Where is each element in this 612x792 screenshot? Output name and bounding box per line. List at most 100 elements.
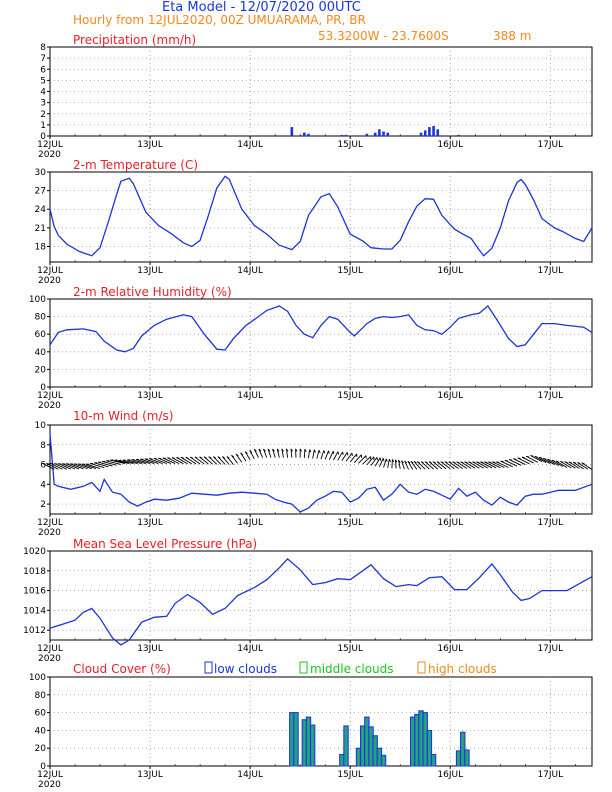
wind-barb	[383, 458, 387, 468]
wind-barb-head	[424, 461, 428, 464]
wind-barb	[78, 463, 92, 470]
panel-title-humidity: 2-m Relative Humidity (%)	[73, 285, 232, 299]
cloud-ytick-label: 80	[35, 691, 47, 701]
wind-barb	[349, 453, 358, 463]
wind-barb-head	[398, 459, 401, 463]
precip-bar	[340, 134, 344, 136]
wind-barb-head	[337, 451, 340, 455]
wind-day-label: 17JUL	[537, 518, 563, 528]
wind-barb-head	[504, 459, 508, 462]
wind-barb	[401, 460, 405, 470]
humidity-day-label: 15JUL	[337, 391, 363, 401]
wind-barb-head	[318, 449, 321, 454]
wind-barb	[525, 455, 539, 463]
wind-barb-head	[452, 461, 456, 464]
precipitation-ytick-label: 6	[40, 65, 46, 75]
wind-barb-head	[436, 461, 440, 464]
wind-barb	[404, 460, 409, 470]
wind-barb	[263, 448, 268, 458]
wind-barb-head	[263, 448, 266, 452]
wind-barb	[476, 461, 488, 469]
wind-barb	[328, 450, 334, 460]
wind-barb	[378, 458, 384, 468]
humidity-year-label: 2020	[38, 401, 61, 411]
wind-barb-head	[313, 449, 316, 453]
wind-barb-head	[488, 461, 492, 463]
humidity-ytick-label: 100	[29, 295, 46, 305]
wind-barb	[272, 448, 276, 458]
precip-bar	[307, 133, 310, 136]
wind-barb	[391, 459, 393, 469]
wind-barb-head	[581, 462, 585, 465]
wind-barb-head	[564, 461, 568, 464]
panel-title-pressure: Mean Sea Level Pressure (hPa)	[73, 537, 257, 551]
wind-barb-head	[492, 461, 496, 463]
wind-barb	[110, 459, 126, 465]
cloud-day-label: 17JUL	[537, 770, 563, 780]
cloud-day-label: 12JUL	[37, 770, 63, 780]
temperature-series-line	[49, 175, 593, 257]
wind-barb-head	[547, 458, 551, 461]
humidity-ytick-label: 40	[35, 348, 47, 358]
wind-barb-head	[521, 456, 525, 459]
pressure-day-label: 14JUL	[237, 644, 263, 654]
precipitation-day-label: 17JUL	[537, 140, 563, 150]
wind-barb-head	[395, 459, 398, 463]
wind-barb	[358, 455, 367, 464]
wind-barb	[472, 461, 484, 469]
header-elevation: 388 m	[493, 29, 531, 43]
precip-bar	[457, 134, 460, 136]
precipitation-ytick-label: 2	[40, 110, 46, 120]
wind-barb	[484, 461, 497, 469]
wind-barb-head	[500, 460, 504, 463]
wind-barb	[153, 457, 167, 464]
wind-barb	[496, 461, 509, 468]
wind-barb-head	[464, 461, 468, 464]
wind-barb	[140, 458, 155, 464]
wind-barb-head	[258, 448, 262, 452]
wind-barb	[54, 463, 67, 470]
wind-barb-head	[472, 461, 476, 464]
pressure-series-line	[49, 557, 593, 646]
pressure-year-label: 2020	[38, 654, 61, 664]
wind-barb-head	[332, 451, 335, 455]
precip-bar	[432, 125, 435, 136]
wind-barb-head	[468, 461, 472, 464]
cloud-day-label: 14JUL	[237, 770, 263, 780]
wind-barb	[249, 450, 255, 460]
wind-barb-head	[323, 450, 326, 454]
humidity-series-line	[49, 305, 593, 353]
wind-barb-head	[382, 458, 385, 462]
wind-barb-head	[534, 455, 538, 458]
legend-low-swatch	[204, 661, 213, 674]
wind-barb	[320, 450, 325, 460]
wind-barb	[290, 448, 293, 458]
wind-barb	[387, 459, 390, 468]
wind-barb	[102, 461, 117, 466]
wind-barb	[308, 449, 311, 459]
wind-barb-head	[304, 448, 307, 453]
wind-barb-head	[432, 461, 436, 464]
pressure-day-label: 17JUL	[537, 644, 563, 654]
precip-bar	[419, 132, 423, 136]
precip-bar	[344, 134, 348, 136]
wind-barb	[500, 460, 513, 468]
wind-barb-head	[281, 448, 284, 452]
wind-barb-head	[309, 449, 312, 453]
wind-barb-head	[392, 459, 395, 463]
precipitation-ytick-label: 5	[40, 76, 46, 86]
wind-barb-head	[244, 451, 248, 454]
humidity-day-label: 14JUL	[237, 391, 263, 401]
wind-barb	[341, 452, 348, 461]
wind-barb-head	[440, 461, 444, 464]
wind-barb	[285, 448, 289, 458]
wind-barb	[118, 460, 134, 465]
wind-barb-head	[551, 459, 555, 462]
wind-barb	[149, 458, 163, 464]
wind-day-label: 15JUL	[337, 518, 363, 528]
wind-barb-head	[286, 448, 289, 452]
precipitation-day-label: 13JUL	[137, 140, 163, 150]
humidity-panel: 12JUL 13JUL 14JUL 15JUL 16JUL 17JUL 2020 0 20 40 6…	[29, 295, 593, 411]
precip-bar	[386, 132, 390, 136]
wind-barb	[50, 463, 63, 470]
